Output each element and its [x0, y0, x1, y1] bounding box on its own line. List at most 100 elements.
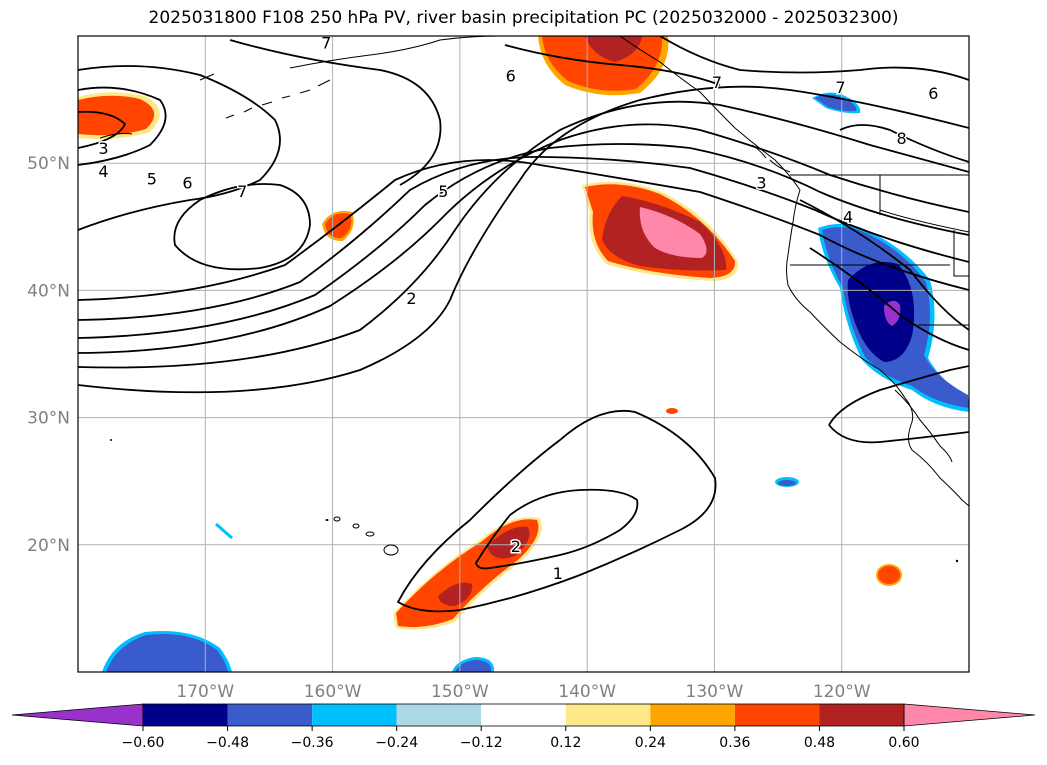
pv-contour — [78, 65, 281, 231]
map-frame — [77, 35, 970, 673]
colorbar-tick-label: −0.24 — [375, 735, 418, 751]
colorbar-segment — [734, 704, 820, 726]
pv-contour-label: 5 — [438, 182, 448, 201]
longitude-labels: 170°W 160°W 150°W 140°W 130°W 120°W — [176, 682, 870, 702]
pv-contour — [78, 86, 167, 166]
island-small — [110, 439, 112, 441]
latitude-tick-label: 50°N — [27, 154, 70, 174]
map-title: 2025031800 F108 250 hPa PV, river basin … — [148, 8, 899, 28]
precip-region-negative — [778, 480, 796, 486]
colorbar-segment — [396, 704, 482, 726]
pv-contour-label: 2 — [406, 289, 416, 308]
pv-contour-label: 3 — [98, 139, 108, 158]
pv-contour-label: 7 — [237, 182, 247, 201]
colorbar-segment — [312, 704, 397, 726]
longitude-tick-label: 120°W — [813, 682, 871, 702]
pv-contour-labels: 7 6 7 7 6 8 3 4 5 6 7 5 3 4 2 2 1 — [97, 33, 940, 584]
coastline-vancouver-island — [751, 144, 791, 173]
colorbar-tick-label: 0.12 — [550, 735, 581, 751]
pv-contour-label: 5 — [147, 169, 157, 188]
pv-contour — [799, 199, 969, 331]
colorbar-tick-label: 0.24 — [635, 735, 666, 751]
island-hawaii — [383, 544, 399, 556]
island-chain — [215, 522, 233, 540]
pv-contour — [78, 110, 127, 149]
latitude-tick-label: 30°N — [27, 409, 70, 429]
precip-shading — [78, 36, 969, 672]
colorbar-segment — [481, 704, 566, 726]
colorbar-tick-label: −0.48 — [206, 735, 249, 751]
longitude-tick-label: 160°W — [304, 682, 362, 702]
pv-contour-label: 6 — [182, 173, 192, 192]
pv-contour — [78, 123, 969, 354]
pv-contour-label: 4 — [98, 162, 108, 181]
pv-contour — [78, 156, 969, 321]
precip-region-negative — [815, 94, 857, 112]
colorbar-segment — [650, 704, 735, 726]
pv-contour — [78, 143, 969, 339]
precip-region-positive — [878, 566, 900, 584]
pv-contour — [839, 124, 969, 163]
pv-contour-label: 7 — [835, 78, 845, 97]
colorbar-segment — [565, 704, 651, 726]
colorbar-extend-low — [11, 703, 144, 727]
precip-region-positive — [666, 408, 678, 414]
precip-region-negative — [884, 300, 901, 326]
pv-contour-label: 6 — [928, 84, 938, 103]
colorbar-tick-label: 0.36 — [719, 735, 750, 751]
pv-contour-label: 8 — [896, 129, 906, 148]
precip-region-negative — [847, 262, 915, 362]
state-borders — [790, 174, 969, 326]
pv-contour — [229, 39, 442, 186]
islands — [110, 439, 959, 563]
pv-contour — [396, 409, 717, 613]
precip-region-positive — [639, 207, 707, 258]
island-maui — [365, 531, 375, 537]
colorbar-tick-label: 0.60 — [888, 735, 919, 751]
precip-region-negative — [455, 660, 491, 672]
colorbar-segment — [227, 704, 313, 726]
coastline-alaska-panhandle — [619, 36, 801, 191]
pv-contour — [809, 247, 969, 351]
coastline-baja — [894, 389, 953, 463]
island-small — [955, 559, 959, 563]
colorbar-extend-high — [903, 703, 1036, 727]
pv-contour-label: 2 — [511, 537, 521, 556]
precip-region-positive — [438, 582, 473, 606]
pv-contours — [78, 36, 969, 613]
longitude-tick-label: 140°W — [558, 682, 616, 702]
latitude-tick-label: 40°N — [27, 281, 70, 301]
colorbar-frame — [142, 703, 905, 727]
pv-contour-label: 7 — [321, 33, 331, 52]
longitude-tick-label: 150°W — [431, 682, 489, 702]
pv-contour — [78, 85, 969, 394]
colorbar-tick-label: −0.12 — [460, 735, 503, 751]
colorbar-segment — [143, 704, 228, 726]
precip-region-positive — [585, 36, 642, 62]
pv-contour-label: 1 — [553, 564, 563, 583]
pv-contour-label: 6 — [506, 66, 516, 85]
pv-contour — [828, 424, 969, 444]
pv-contour — [78, 159, 969, 301]
coastline-north-america — [786, 189, 969, 507]
colorbar-tick-label: −0.60 — [122, 735, 165, 751]
island-oahu — [352, 523, 360, 529]
precip-region-positive — [487, 526, 530, 559]
colorbar-tick-label: 0.48 — [804, 735, 835, 751]
pv-contour-label: 7 — [712, 73, 722, 92]
pv-contour — [173, 183, 311, 271]
precip-region-positive — [78, 95, 155, 136]
pv-contour — [504, 44, 721, 86]
pv-contour-label: 3 — [756, 173, 766, 192]
pv-contour — [78, 100, 969, 369]
colorbar-segment — [819, 704, 904, 726]
pv-contour — [828, 365, 969, 426]
colorbar-tick-label: −0.36 — [291, 735, 334, 751]
precip-region-negative — [106, 634, 228, 672]
longitude-tick-label: 170°W — [176, 682, 234, 702]
pv-contour-label: 4 — [843, 208, 853, 227]
pv-contour — [475, 488, 639, 570]
colorbar: −0.60 −0.48 −0.36 −0.24 −0.12 0.12 0.24 0.36 0.4… — [11, 703, 1036, 751]
longitude-tick-label: 130°W — [686, 682, 744, 702]
